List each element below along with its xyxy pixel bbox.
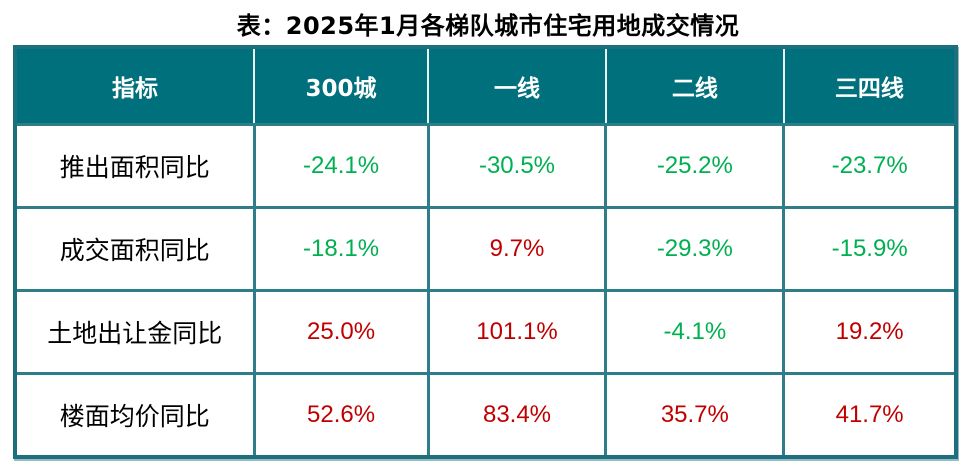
column-header-tier2: 二线 bbox=[604, 47, 784, 125]
page-title: 表：2025年1月各梯队城市住宅用地成交情况 bbox=[236, 12, 740, 40]
table-cell: -18.1% bbox=[252, 206, 430, 292]
table-cell: 35.7% bbox=[604, 372, 786, 459]
table-cell: 9.7% bbox=[426, 206, 608, 292]
column-header-tier1: 一线 bbox=[427, 47, 606, 125]
table-body: 推出面积同比 -24.1% -30.5% -25.2% -23.7% 成交面积同… bbox=[13, 123, 958, 459]
row-label: 成交面积同比 bbox=[13, 206, 256, 292]
table-cell: 25.0% bbox=[252, 289, 430, 375]
table-row-land-premium: 土地出让金同比 25.0% 101.1% -4.1% 19.2% bbox=[13, 289, 958, 375]
table-cell: 19.2% bbox=[782, 289, 958, 375]
table-row-supply-area: 推出面积同比 -24.1% -30.5% -25.2% -23.7% bbox=[13, 123, 958, 209]
table-cell: 83.4% bbox=[426, 372, 608, 459]
column-header-tier3-4: 三四线 bbox=[782, 47, 956, 125]
table-header: 指标 300城 一线 二线 三四线 bbox=[15, 47, 956, 125]
row-label: 推出面积同比 bbox=[13, 123, 256, 209]
table-cell: 41.7% bbox=[782, 372, 958, 459]
column-header-indicator: 指标 bbox=[15, 47, 254, 125]
table-cell: 101.1% bbox=[426, 289, 608, 375]
table-cell: -24.1% bbox=[252, 123, 430, 209]
table-cell: -25.2% bbox=[604, 123, 786, 209]
table-cell: -15.9% bbox=[782, 206, 958, 292]
table-cell: -4.1% bbox=[604, 289, 786, 375]
row-label: 土地出让金同比 bbox=[13, 289, 256, 375]
table-cell: -23.7% bbox=[782, 123, 958, 209]
row-label: 楼面均价同比 bbox=[13, 372, 256, 459]
table-cell: -29.3% bbox=[604, 206, 786, 292]
table-row-transaction-area: 成交面积同比 -18.1% 9.7% -29.3% -15.9% bbox=[13, 206, 958, 292]
table-cell: -30.5% bbox=[426, 123, 608, 209]
header-row: 指标 300城 一线 二线 三四线 bbox=[15, 47, 956, 125]
land-transaction-table: 指标 300城 一线 二线 三四线 推出面积同比 -24.1% -30.5% -… bbox=[13, 45, 958, 459]
table-container: 指标 300城 一线 二线 三四线 推出面积同比 -24.1% -30.5% -… bbox=[13, 45, 958, 459]
table-row-avg-floor-price: 楼面均价同比 52.6% 83.4% 35.7% 41.7% bbox=[13, 372, 958, 459]
table-cell: 52.6% bbox=[252, 372, 430, 459]
column-header-300-cities: 300城 bbox=[252, 47, 429, 125]
